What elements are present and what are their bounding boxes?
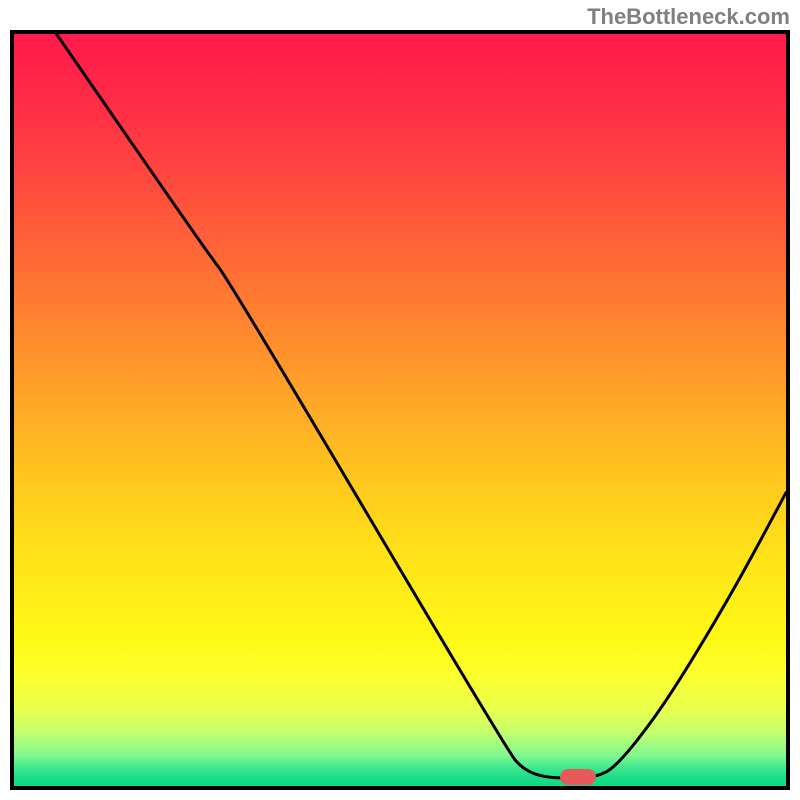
- chart-container: TheBottleneck.com: [0, 0, 800, 800]
- plot-area: [10, 30, 790, 790]
- bottleneck-curve: [56, 34, 786, 778]
- optimal-marker: [560, 769, 596, 785]
- watermark-text: TheBottleneck.com: [587, 4, 790, 30]
- curve-overlay: [14, 34, 786, 786]
